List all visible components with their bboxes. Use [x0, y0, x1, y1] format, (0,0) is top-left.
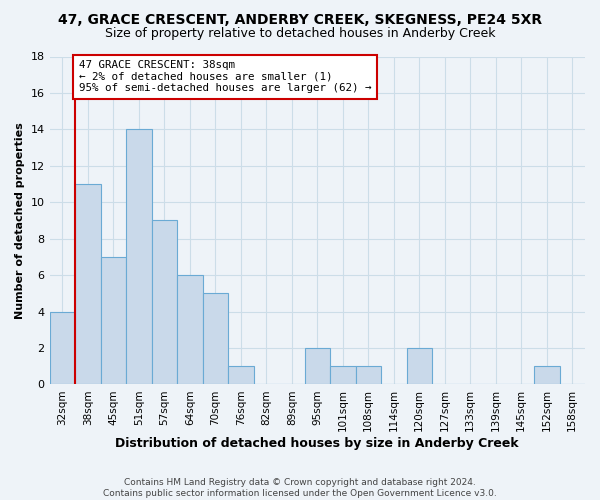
Bar [407, 348, 432, 385]
Text: Size of property relative to detached houses in Anderby Creek: Size of property relative to detached ho… [105, 28, 495, 40]
X-axis label: Distribution of detached houses by size in Anderby Creek: Distribution of detached houses by size … [115, 437, 519, 450]
Bar [330, 366, 356, 384]
Bar [177, 275, 203, 384]
Bar [126, 130, 152, 384]
Bar [228, 366, 254, 384]
Text: 47, GRACE CRESCENT, ANDERBY CREEK, SKEGNESS, PE24 5XR: 47, GRACE CRESCENT, ANDERBY CREEK, SKEGN… [58, 12, 542, 26]
Bar [101, 257, 126, 384]
Bar [50, 312, 75, 384]
Text: 47 GRACE CRESCENT: 38sqm
← 2% of detached houses are smaller (1)
95% of semi-det: 47 GRACE CRESCENT: 38sqm ← 2% of detache… [79, 60, 371, 94]
Bar [203, 294, 228, 384]
Text: Contains HM Land Registry data © Crown copyright and database right 2024.
Contai: Contains HM Land Registry data © Crown c… [103, 478, 497, 498]
Bar [305, 348, 330, 385]
Bar [356, 366, 381, 384]
Bar [152, 220, 177, 384]
Y-axis label: Number of detached properties: Number of detached properties [15, 122, 25, 319]
Bar [75, 184, 101, 384]
Bar [534, 366, 560, 384]
